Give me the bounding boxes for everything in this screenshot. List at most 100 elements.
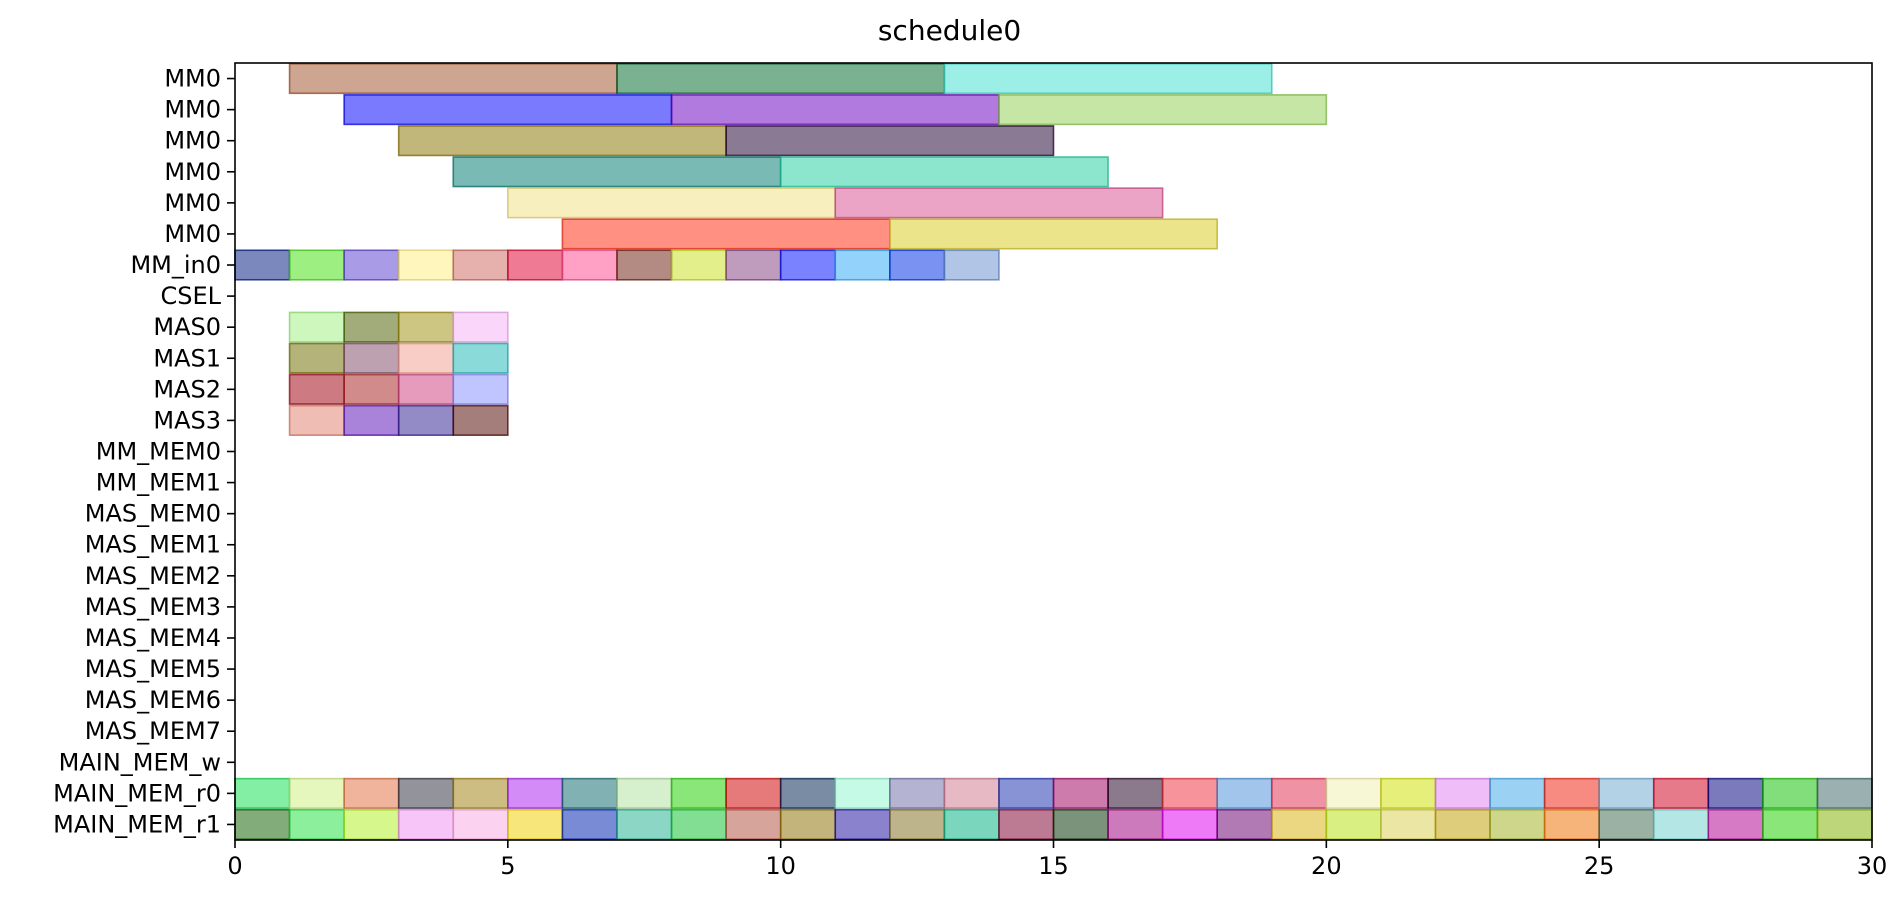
y-tick-label: MAS0: [153, 313, 221, 341]
gantt-bar: [1270, 808, 1328, 841]
y-tick-label: MAS_MEM4: [85, 624, 221, 652]
x-axis: 0 5 10 15 20 25 30: [227, 840, 1887, 880]
gantt-bar: [998, 808, 1055, 841]
chart-title: schedule0: [877, 14, 1022, 47]
gantt-bar: [561, 249, 618, 281]
y-tick-label: MAS_MEM1: [85, 531, 221, 559]
y-tick-label: MM0: [164, 158, 221, 186]
gantt-bar: [1652, 777, 1710, 809]
gantt-bar: [397, 777, 455, 809]
y-tick-label: MAS3: [153, 406, 221, 434]
y-tick-label: MM_in0: [130, 251, 221, 279]
gantt-bar: [1489, 777, 1546, 809]
gantt-bar: [998, 777, 1055, 809]
gantt-bar: [1652, 808, 1710, 841]
gantt-bar: [1816, 777, 1873, 809]
x-tick-label: 0: [227, 852, 242, 880]
gantt-bar: [670, 808, 727, 841]
gantt-bar: [1161, 777, 1218, 809]
gantt-bar: [397, 342, 455, 374]
gantt-bar: [452, 249, 509, 281]
gantt-bar: [561, 218, 891, 250]
gantt-bar: [888, 218, 1218, 250]
gantt-bar: [1707, 808, 1764, 841]
gantt-bar: [1707, 777, 1764, 809]
gantt-bar: [234, 777, 291, 809]
gantt-bar: [343, 342, 400, 374]
y-tick-label: MAS_MEM7: [85, 717, 221, 745]
gantt-bar: [943, 777, 1000, 809]
gantt-bar: [779, 249, 837, 281]
gantt-bar: [616, 62, 946, 95]
gantt-bar: [834, 777, 891, 809]
gantt-bar: [670, 777, 727, 809]
gantt-bar: [343, 311, 400, 343]
y-tick-label: MM_MEM1: [96, 469, 221, 497]
gantt-bar: [234, 249, 291, 281]
y-tick-label: MAS2: [153, 375, 221, 403]
gantt-bar: [943, 808, 1000, 841]
gantt-bar: [834, 187, 1164, 219]
gantt-bar: [943, 62, 1273, 95]
gantt-bar: [1161, 808, 1218, 841]
gantt-bar: [507, 808, 564, 841]
x-tick-label: 25: [1584, 852, 1615, 880]
y-tick-label: MM0: [164, 189, 221, 217]
y-tick-label: MAIN_MEM_r1: [53, 810, 221, 838]
gantt-bar: [1816, 808, 1873, 841]
x-tick-label: 10: [765, 852, 796, 880]
y-axis: MM0 MM0 MM0 MM0 MM0 MM0 MM_in0 CSEL MAS0 MAS1 MAS2…: [53, 65, 235, 838]
bars-layer: [234, 62, 1873, 841]
gantt-bar: [507, 187, 837, 219]
gantt-bar: [343, 404, 400, 436]
gantt-bar: [1489, 808, 1546, 841]
x-tick-label: 30: [1857, 852, 1888, 880]
gantt-bar: [452, 808, 509, 841]
y-tick-label: MAS_MEM3: [85, 593, 221, 621]
y-tick-label: MAS1: [153, 344, 221, 372]
gantt-bar: [616, 808, 673, 841]
gantt-bar: [1543, 808, 1600, 841]
gantt-bar: [1543, 777, 1600, 809]
y-tick-label: MM0: [164, 96, 221, 124]
gantt-bar: [1107, 777, 1164, 809]
gantt-bar: [1380, 808, 1437, 841]
gantt-bar: [1598, 808, 1655, 841]
gantt-bar: [343, 373, 400, 405]
gantt-bar: [1325, 777, 1382, 809]
gantt-bar: [1216, 808, 1273, 841]
gantt-bar: [779, 777, 837, 809]
gantt-bar: [288, 311, 345, 343]
x-tick-label: 20: [1311, 852, 1342, 880]
gantt-bar: [1762, 808, 1819, 841]
gantt-bar: [725, 777, 782, 809]
gantt-bar: [452, 342, 509, 374]
gantt-bar: [397, 125, 727, 157]
gantt-bar: [670, 94, 1000, 126]
gantt-bar: [288, 62, 618, 95]
gantt-bar: [834, 249, 891, 281]
x-tick-label: 15: [1038, 852, 1069, 880]
gantt-bar: [779, 808, 837, 841]
gantt-bar: [561, 808, 618, 841]
gantt-bar: [288, 808, 345, 841]
gantt-bar: [452, 311, 509, 343]
x-tick-label: 5: [500, 852, 515, 880]
gantt-bar: [1434, 777, 1491, 809]
y-tick-label: MAIN_MEM_r0: [53, 779, 221, 807]
gantt-bar: [1052, 777, 1109, 809]
y-tick-label: MM0: [164, 220, 221, 248]
y-tick-label: MAS_MEM6: [85, 686, 221, 714]
y-tick-label: MAS_MEM2: [85, 562, 221, 590]
gantt-bar: [998, 94, 1328, 126]
y-tick-label: MAIN_MEM_w: [59, 748, 221, 776]
gantt-bar: [1107, 808, 1164, 841]
gantt-bar: [452, 777, 509, 809]
gantt-bar: [397, 808, 455, 841]
gantt-bar: [1434, 808, 1491, 841]
gantt-bar: [888, 777, 946, 809]
gantt-bar: [507, 777, 564, 809]
gantt-bar: [343, 777, 400, 809]
gantt-bar: [725, 125, 1055, 157]
